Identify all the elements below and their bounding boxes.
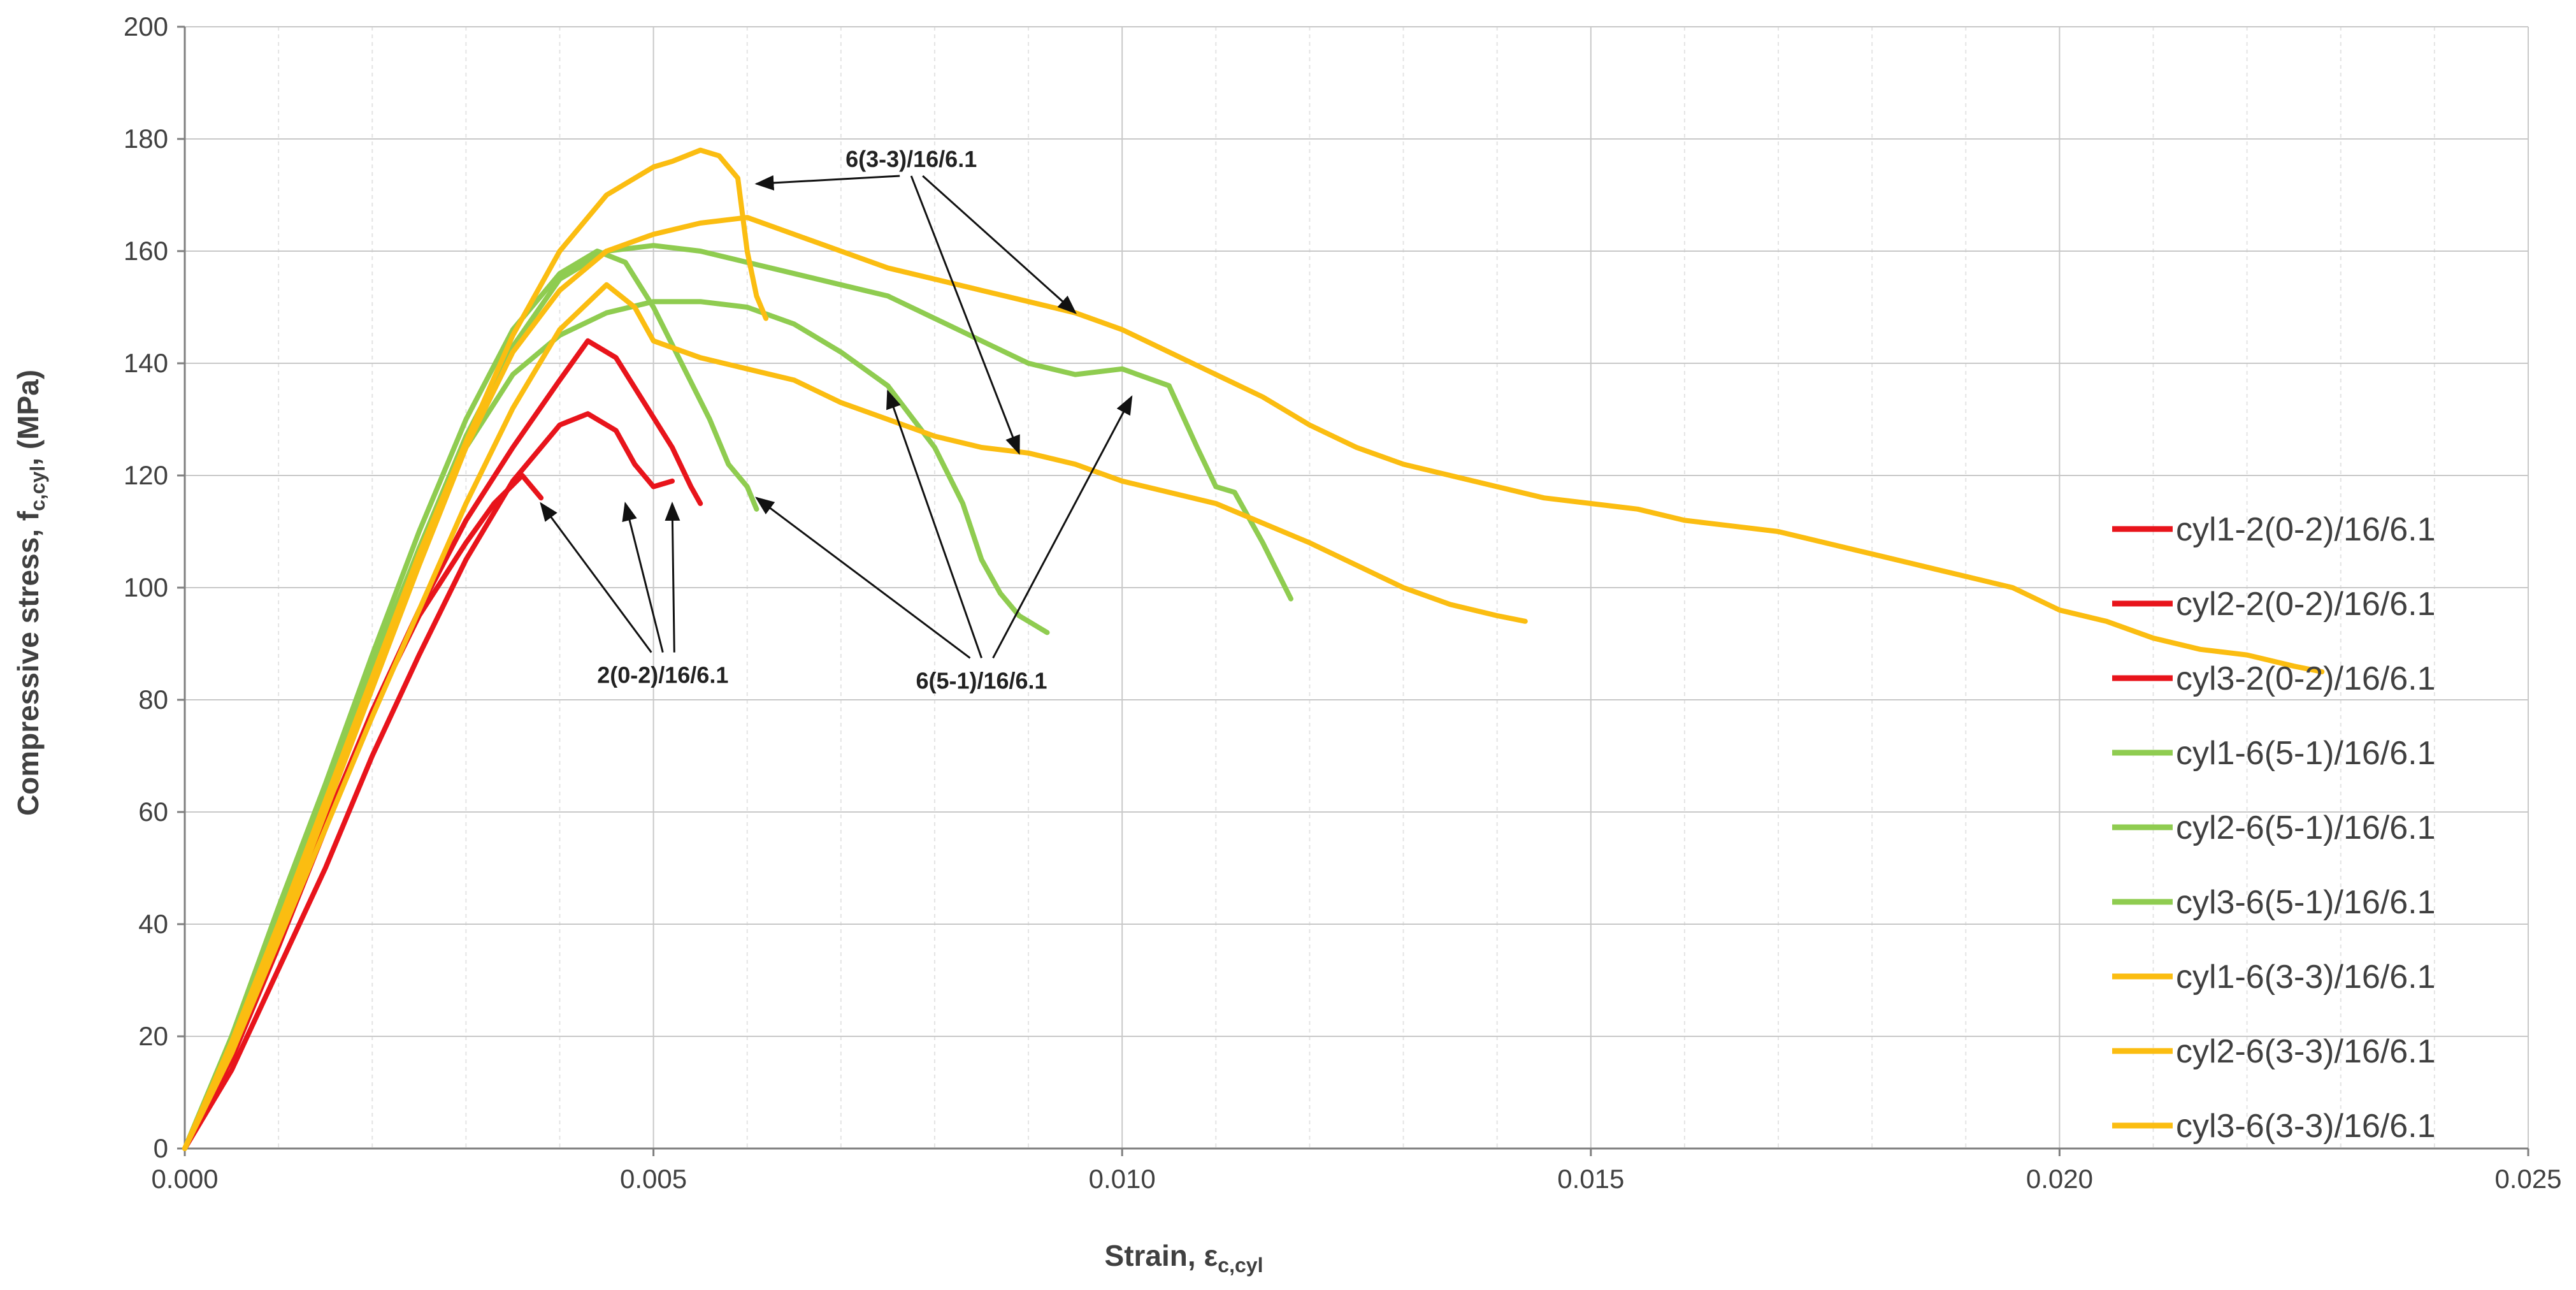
x-tick-label: 0.010	[1089, 1164, 1156, 1194]
annotation-arrow	[886, 389, 982, 658]
annotation-label-1: 6(3-3)/16/6.1	[845, 146, 977, 172]
annotation-arrow	[910, 175, 1020, 455]
grid	[184, 26, 2529, 1149]
annotation-arrow	[665, 502, 680, 653]
annotation-arrow	[622, 502, 664, 653]
x-tick-label: 0.000	[151, 1164, 218, 1194]
annotation-arrow	[922, 175, 1077, 314]
y-axis-title-main: Compressive stress, f	[11, 511, 45, 816]
annotation-arrow	[755, 496, 971, 659]
series-line-6	[182, 243, 1293, 1151]
y-tick-label: 60	[138, 797, 168, 827]
annotations: 6(3-3)/16/6.1 2(0-2)/16/6.1 6(5-1)/16/6.1	[540, 146, 1133, 693]
legend-label: cyl1-2(0-2)/16/6.1	[2176, 511, 2436, 548]
y-tick-label: 180	[124, 124, 168, 154]
annotation-label-2: 2(0-2)/16/6.1	[597, 662, 728, 688]
annotation-label-3: 6(5-1)/16/6.1	[916, 667, 1047, 693]
legend-label: cyl3-6(3-3)/16/6.1	[2176, 1108, 2436, 1145]
annotation-arrow	[540, 502, 652, 653]
legend-label: cyl2-6(5-1)/16/6.1	[2176, 809, 2436, 846]
series-line-7	[182, 282, 1528, 1151]
y-tick-label: 120	[124, 460, 168, 490]
series-line-9	[182, 215, 2325, 1151]
y-tick-label: 160	[124, 236, 168, 266]
annotation-arrow	[992, 395, 1133, 659]
y-axis-title: Compressive stress, fc,cyl, (MPa)	[11, 370, 49, 816]
x-tick-label: 0.005	[620, 1164, 687, 1194]
x-tick-label: 0.015	[1557, 1164, 1624, 1194]
x-tick-label: 0.020	[2026, 1164, 2093, 1194]
x-axis-title-main: Strain, ε	[1105, 1239, 1218, 1272]
series-line-2	[182, 411, 675, 1151]
series-line-8	[182, 147, 769, 1151]
y-tick-label: 40	[138, 909, 168, 939]
series-lines	[182, 147, 2325, 1151]
legend-label: cyl2-6(3-3)/16/6.1	[2176, 1033, 2436, 1070]
legend-label: cyl1-6(3-3)/16/6.1	[2176, 959, 2436, 996]
y-tick-label: 200	[124, 11, 168, 41]
x-axis-title: Strain, εc,cyl	[1105, 1239, 1263, 1277]
annotation-arrow	[754, 175, 900, 191]
x-axis-title-sub: c,cyl	[1218, 1254, 1263, 1277]
legend-label: cyl1-6(5-1)/16/6.1	[2176, 735, 2436, 772]
legend-label: cyl3-6(5-1)/16/6.1	[2176, 884, 2436, 921]
y-axis-title-sub: c,cyl	[26, 466, 49, 511]
y-tick-label: 0	[154, 1133, 168, 1163]
x-tick-label: 0.025	[2494, 1164, 2561, 1194]
legend-label: cyl3-2(0-2)/16/6.1	[2176, 660, 2436, 697]
y-tick-label: 140	[124, 348, 168, 378]
legend: cyl1-2(0-2)/16/6.1 cyl2-2(0-2)/16/6.1 cyl3…	[2112, 511, 2436, 1145]
legend-label: cyl2-2(0-2)/16/6.1	[2176, 586, 2436, 623]
y-tick-label: 80	[138, 685, 168, 714]
axes: 0 20 40 60 80 100 120 140 160 180 200 0.000 0.005 0.0…	[124, 11, 2562, 1194]
y-tick-label: 20	[138, 1021, 168, 1051]
y-tick-label: 100	[124, 572, 168, 602]
y-axis-title-unit: , (MPa)	[11, 370, 45, 466]
series-line-3	[182, 338, 703, 1151]
